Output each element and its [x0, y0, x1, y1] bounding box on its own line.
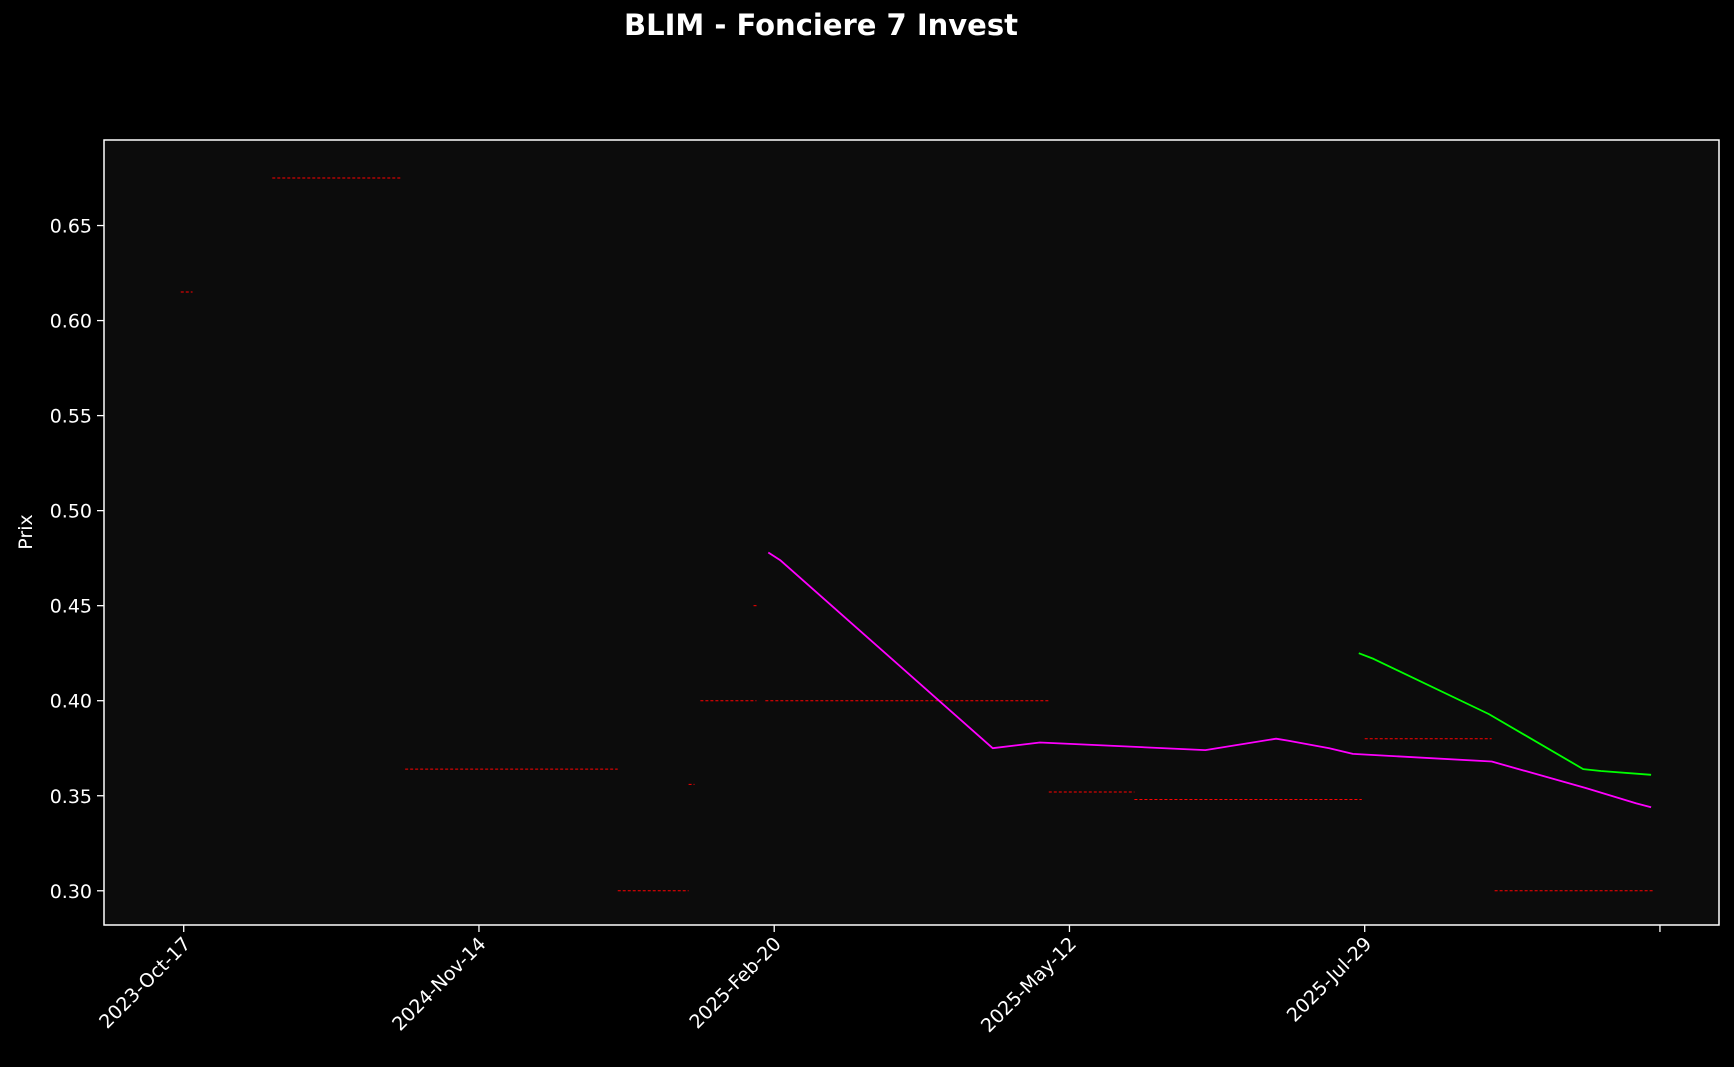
x-axis: 2023-Oct-17 2024-Nov-14 2025-Feb-20 2025-Ma… — [95, 925, 1661, 1037]
y-tick-label: 0.65 — [50, 216, 92, 238]
y-tick-label: 0.30 — [50, 881, 92, 903]
y-tick-label: 0.40 — [50, 691, 92, 713]
x-tick-label: 2024-Nov-14 — [388, 933, 490, 1035]
y-tick-label: 0.50 — [50, 501, 92, 523]
plot-area — [104, 140, 1719, 925]
x-tick-label: 2023-Oct-17 — [95, 933, 195, 1033]
y-tick-label: 0.35 — [50, 786, 92, 808]
y-tick-label: 0.55 — [50, 406, 92, 428]
series-line — [767, 551, 1652, 809]
series-line — [1358, 652, 1652, 776]
x-tick-label: 2025-Feb-20 — [685, 933, 785, 1033]
y-axis: 0.30 0.35 0.40 0.45 0.50 0.55 0.60 0.65 — [50, 216, 104, 903]
level-lines — [180, 177, 1655, 892]
y-tick-label: 0.45 — [50, 596, 92, 618]
series-lines — [767, 551, 1652, 809]
chart-title: BLIM - Fonciere 7 Invest — [624, 8, 1018, 42]
y-axis-label: Prix — [15, 514, 37, 549]
x-tick-label: 2025-May-12 — [977, 933, 1081, 1037]
plot-frame — [103, 139, 1720, 926]
x-tick-label: 2025-Jul-29 — [1283, 933, 1377, 1027]
y-tick-label: 0.60 — [50, 311, 92, 333]
